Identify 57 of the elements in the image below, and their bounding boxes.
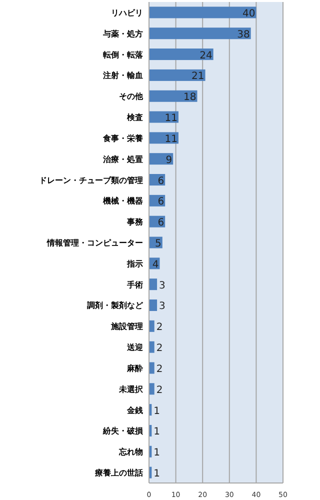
y-tick-label: 調剤・製剤など: [87, 300, 144, 310]
y-tick-label: 指示: [126, 259, 143, 268]
data-label: 1: [154, 448, 160, 459]
y-tick-label: 事務: [126, 218, 144, 227]
data-label: 24: [200, 50, 212, 62]
y-tick-label: 手術: [126, 280, 143, 290]
y-tick-label: 検査: [126, 113, 143, 122]
y-tick-label: 与薬・処方: [102, 28, 143, 38]
data-label: 2: [156, 322, 163, 334]
data-label: 3: [159, 301, 166, 312]
y-tick-label: 療養上の世話: [94, 468, 143, 478]
data-label: 2: [156, 343, 163, 354]
y-tick-label: 金銭: [126, 406, 143, 415]
data-label: 6: [158, 218, 164, 229]
bar: [149, 90, 198, 102]
y-tick-label: その他: [119, 92, 144, 102]
y-tick-label: 治療・処置: [102, 154, 143, 164]
data-label: 2: [156, 384, 163, 396]
y-tick-label: 施設管理: [110, 322, 143, 332]
data-label: 11: [164, 134, 178, 145]
data-label: 5: [155, 238, 162, 250]
bar: [149, 299, 158, 311]
y-tick-label: 送迎: [126, 342, 144, 352]
bar: [149, 320, 154, 332]
data-label: 4: [152, 259, 159, 270]
y-tick-label: 食事・栄養: [102, 134, 144, 143]
data-label: 21: [192, 71, 204, 82]
bar: [149, 278, 158, 290]
y-tick-label: ドレーン・チューブ類の管理: [39, 176, 143, 185]
bar: [149, 362, 154, 374]
bar: [149, 6, 256, 18]
bar: [149, 341, 154, 353]
data-label: 3: [159, 280, 166, 292]
y-tick-label: リハビリ: [111, 8, 143, 18]
bar: [149, 28, 251, 40]
y-tick-label: 未選択: [118, 384, 144, 394]
data-label: 18: [184, 92, 196, 104]
y-tick-label: 機械・機器: [102, 196, 143, 206]
data-label: 2: [156, 364, 163, 375]
data-label: 9: [166, 154, 172, 166]
y-tick-label: 麻酔: [126, 364, 143, 373]
data-label: 1: [154, 406, 160, 417]
bar: [149, 48, 214, 60]
data-label: 6: [158, 176, 164, 187]
y-tick-label: 情報管理・コンピューター: [46, 238, 143, 248]
bar: [149, 69, 206, 81]
y-tick-label: 注射・輸血: [102, 71, 143, 80]
data-label: 38: [237, 29, 250, 40]
y-tick-label: 紛失・破損: [102, 426, 143, 436]
y-tick-label: 転倒・転落: [102, 50, 144, 60]
data-label: 11: [164, 113, 178, 124]
data-label: 1: [154, 426, 160, 438]
data-label: 1: [154, 468, 160, 480]
bar: [149, 383, 154, 395]
data-label: 6: [158, 196, 164, 208]
y-tick-label: 忘れ物: [118, 446, 143, 457]
data-label: 40: [242, 8, 256, 20]
